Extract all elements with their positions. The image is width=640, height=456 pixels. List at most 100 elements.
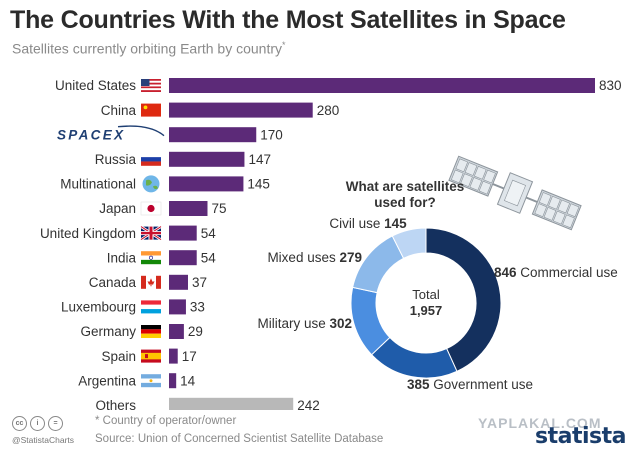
chart-subtitle: Satellites currently orbiting Earth by c… [12, 40, 286, 57]
bar-row: Japan 75 [99, 201, 227, 216]
twitter-handle: @StatistaCharts [12, 435, 75, 445]
bar [169, 299, 186, 315]
bar-row: Germany 29 [80, 324, 203, 339]
bar-category-label: Others [95, 398, 136, 410]
bar-chart: United States 830 China 280 SPACEX 170 Russia 1… [40, 78, 622, 410]
bar-value-label: 145 [247, 177, 270, 192]
bar-value-label: 33 [190, 300, 205, 315]
bar [169, 201, 208, 216]
bar-row: United Kingdom 54 [40, 225, 217, 241]
bar-category-label: Japan [99, 201, 136, 216]
bar [169, 176, 244, 192]
bar-row: SPACEX 170 [57, 125, 283, 143]
bar [169, 348, 178, 364]
donut-center-value: 1,957 [410, 303, 443, 318]
attribution-icon: i [30, 416, 45, 431]
footer: cc i = @StatistaCharts * Country of oper… [0, 410, 640, 456]
bar-value-label: 37 [192, 275, 207, 290]
statista-logo: statista [535, 424, 626, 449]
bar-category-label: Russia [95, 152, 137, 167]
solar-panel-icon [448, 155, 499, 197]
bar-row: Others 242 [95, 397, 320, 410]
flag-globe-icon [142, 175, 160, 193]
bar-value-label: 830 [599, 78, 622, 93]
bar-category-label: China [101, 103, 137, 118]
satellite-body-panel [503, 179, 527, 207]
flag-uk-icon [140, 225, 162, 241]
bar-category-label: Luxembourg [61, 300, 136, 315]
bar-row: Russia 147 [95, 151, 271, 167]
flag-lu-icon [141, 300, 161, 314]
source-note: Source: Union of Concerned Scientist Sat… [95, 433, 384, 445]
donut-center-label: Total [412, 287, 440, 302]
bar [169, 373, 177, 389]
bar-category-label: United Kingdom [40, 226, 136, 241]
bar-category-label: India [107, 250, 137, 265]
bar-value-label: 242 [297, 398, 320, 410]
bar-category-label: United States [55, 78, 136, 93]
bar-category-label: Multinational [60, 177, 136, 192]
donut-title: What are satellites used for? [346, 179, 465, 210]
bar-value-label: 280 [317, 103, 340, 118]
satellite-charts: United States 830 China 280 SPACEX 170 Russia 1… [40, 78, 622, 410]
donut-slice [370, 336, 458, 379]
bar-row: Spain 17 [101, 348, 197, 364]
donut-slice-label: 385 Government use [407, 377, 533, 392]
no-derivatives-icon: = [48, 416, 63, 431]
donut-slice-label: Military use 302 [257, 316, 352, 331]
bar-value-label: 29 [188, 324, 203, 339]
cc-icon: cc [12, 416, 27, 431]
chart-title: The Countries With the Most Satellites i… [10, 6, 566, 34]
bar-value-label: 147 [248, 152, 271, 167]
flag-in-icon [141, 251, 161, 265]
subtitle-text: Satellites currently orbiting Earth by c… [12, 40, 283, 57]
donut-slice-label: Mixed uses 279 [267, 250, 362, 265]
bar-category-label: Germany [80, 324, 136, 339]
flag-ru-icon [141, 152, 161, 166]
bar [169, 78, 595, 93]
watermark: YAPLAKAL.COM [478, 415, 602, 431]
flag-ca-icon [141, 275, 161, 289]
subtitle-marker: * [282, 40, 286, 50]
bar-value-label: 14 [180, 373, 196, 388]
bar [169, 397, 294, 410]
bar-row: United States 830 [55, 78, 622, 93]
donut-slice [391, 227, 427, 259]
donut-slice-label: 846 Commercial use [494, 265, 618, 280]
bar [169, 324, 184, 339]
bar-value-label: 54 [201, 226, 217, 241]
flag-de-icon [141, 325, 161, 338]
bar [169, 102, 313, 118]
bar [169, 127, 257, 143]
bar-category-label: Argentina [78, 373, 136, 388]
bar-row: Luxembourg 33 [61, 299, 205, 315]
bar-value-label: 75 [211, 201, 226, 216]
bar [169, 250, 197, 266]
bar-category-label: Canada [89, 275, 137, 290]
bar-value-label: 17 [182, 349, 197, 364]
flag-cn-icon [141, 103, 161, 117]
bar-row: Argentina 14 [78, 373, 196, 389]
bar [169, 151, 245, 167]
solar-panel-icon [531, 189, 582, 231]
flag-jp-icon [140, 201, 162, 216]
bar-category-label: Spain [101, 349, 136, 364]
bar-row: Multinational 145 [60, 175, 270, 193]
cc-license-icons: cc i = [12, 416, 63, 431]
bar-row: China 280 [101, 102, 340, 118]
satellite-icon [448, 155, 582, 231]
bar-value-label: 54 [201, 250, 217, 265]
spacex-swoosh-icon [117, 125, 165, 137]
bar [169, 274, 188, 290]
bar-row: India 54 [107, 250, 217, 266]
footnote: * Country of operator/owner [95, 415, 237, 427]
bar-row: Canada 37 [89, 274, 207, 290]
flag-ar-icon [141, 374, 161, 388]
spacex-logo-icon: SPACEX [57, 125, 165, 143]
bar-category-label: SPACEX [57, 128, 125, 143]
bar [169, 225, 197, 241]
donut-slice-label: Civil use 145 [329, 216, 407, 231]
flag-us-icon [141, 79, 161, 92]
donut-slice [425, 227, 502, 372]
